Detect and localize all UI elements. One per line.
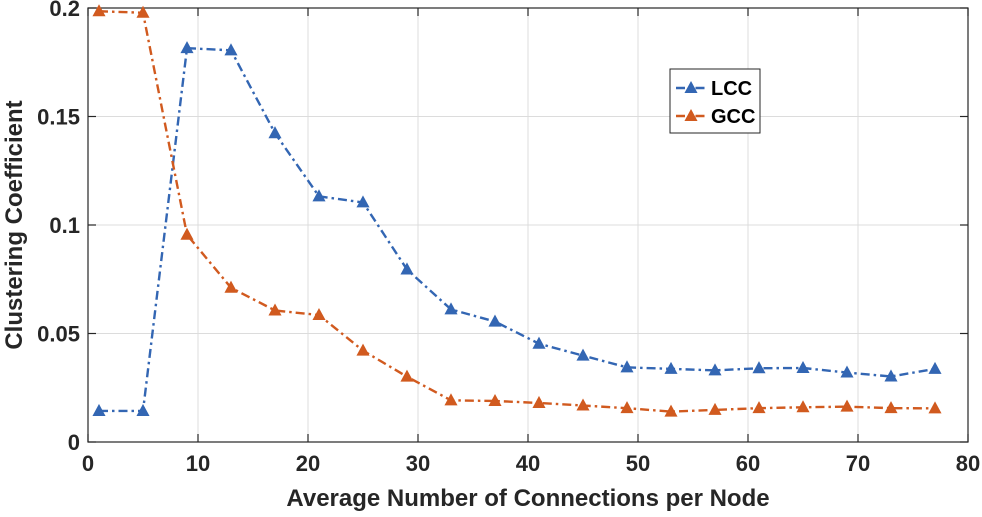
x-tick-label: 30: [406, 451, 430, 476]
x-tick-label: 0: [82, 451, 94, 476]
series-lcc: [92, 41, 942, 416]
series-line-lcc: [99, 46, 936, 413]
x-tick-label: 10: [186, 451, 210, 476]
legend-label-lcc: LCC: [711, 78, 752, 100]
series-gcc: [92, 4, 942, 417]
x-tick-label: 40: [516, 451, 540, 476]
data-point-lcc: [400, 262, 414, 275]
legend-label-gcc: GCC: [711, 106, 755, 128]
data-point-lcc: [136, 403, 150, 416]
data-point-gcc: [576, 398, 590, 411]
data-point-lcc: [796, 360, 810, 374]
x-tick-label: 80: [956, 451, 980, 476]
data-point-gcc: [444, 393, 458, 406]
y-axis-title: Clustering Coefficient: [1, 100, 28, 349]
data-point-lcc: [268, 126, 282, 139]
data-point-lcc: [356, 195, 370, 208]
data-point-gcc: [400, 369, 414, 382]
data-point-lcc: [92, 403, 106, 416]
series: [92, 4, 942, 417]
data-point-lcc: [708, 363, 722, 376]
x-tick-label: 70: [846, 451, 870, 476]
y-tick-label: 0.15: [37, 105, 80, 130]
legend-marker-lcc: [684, 80, 698, 93]
y-tick-label: 0.1: [49, 213, 80, 238]
data-point-lcc: [884, 369, 898, 382]
data-point-gcc: [224, 280, 238, 293]
legend: LCC GCC: [669, 68, 761, 134]
data-point-lcc: [840, 365, 854, 378]
data-point-gcc: [708, 402, 722, 415]
data-point-gcc: [268, 303, 282, 316]
legend-box: [669, 68, 761, 134]
x-tick-label: 50: [626, 451, 650, 476]
data-point-lcc: [620, 360, 634, 373]
data-point-gcc: [752, 401, 766, 414]
data-point-gcc: [312, 308, 326, 321]
axis-ticks: 0 10 20 30 40 50 60 70 80 0 0.05 0.1 0.15 0.2: [37, 0, 980, 476]
data-point-lcc: [444, 302, 458, 315]
data-point-gcc: [620, 401, 634, 414]
y-tick-label: 0.05: [37, 322, 80, 347]
data-point-lcc: [928, 361, 942, 374]
data-point-gcc: [92, 4, 106, 17]
data-point-lcc: [488, 314, 502, 327]
data-point-gcc: [884, 401, 898, 414]
x-tick-label: 60: [736, 451, 760, 476]
data-point-lcc: [180, 41, 194, 54]
y-tick-label: 0.2: [49, 0, 80, 21]
data-point-lcc: [532, 336, 546, 349]
data-point-gcc: [180, 227, 194, 240]
data-point-gcc: [840, 399, 854, 412]
y-tick-label: 0: [68, 430, 80, 455]
data-point-lcc: [664, 361, 678, 374]
data-point-lcc: [752, 361, 766, 374]
series-line-gcc: [98, 10, 936, 413]
data-point-gcc: [664, 404, 678, 417]
data-point-lcc: [312, 189, 326, 202]
x-tick-label: 20: [296, 451, 320, 476]
legend-marker-gcc: [684, 108, 698, 121]
data-point-lcc: [576, 348, 590, 361]
x-axis-title: Average Number of Connections per Node: [286, 485, 769, 512]
data-point-gcc: [356, 343, 370, 356]
data-point-gcc: [928, 401, 942, 414]
data-point-gcc: [532, 395, 546, 408]
data-point-lcc: [224, 43, 238, 56]
data-point-gcc: [488, 393, 502, 406]
data-point-gcc: [796, 400, 810, 413]
data-point-gcc: [136, 5, 150, 18]
